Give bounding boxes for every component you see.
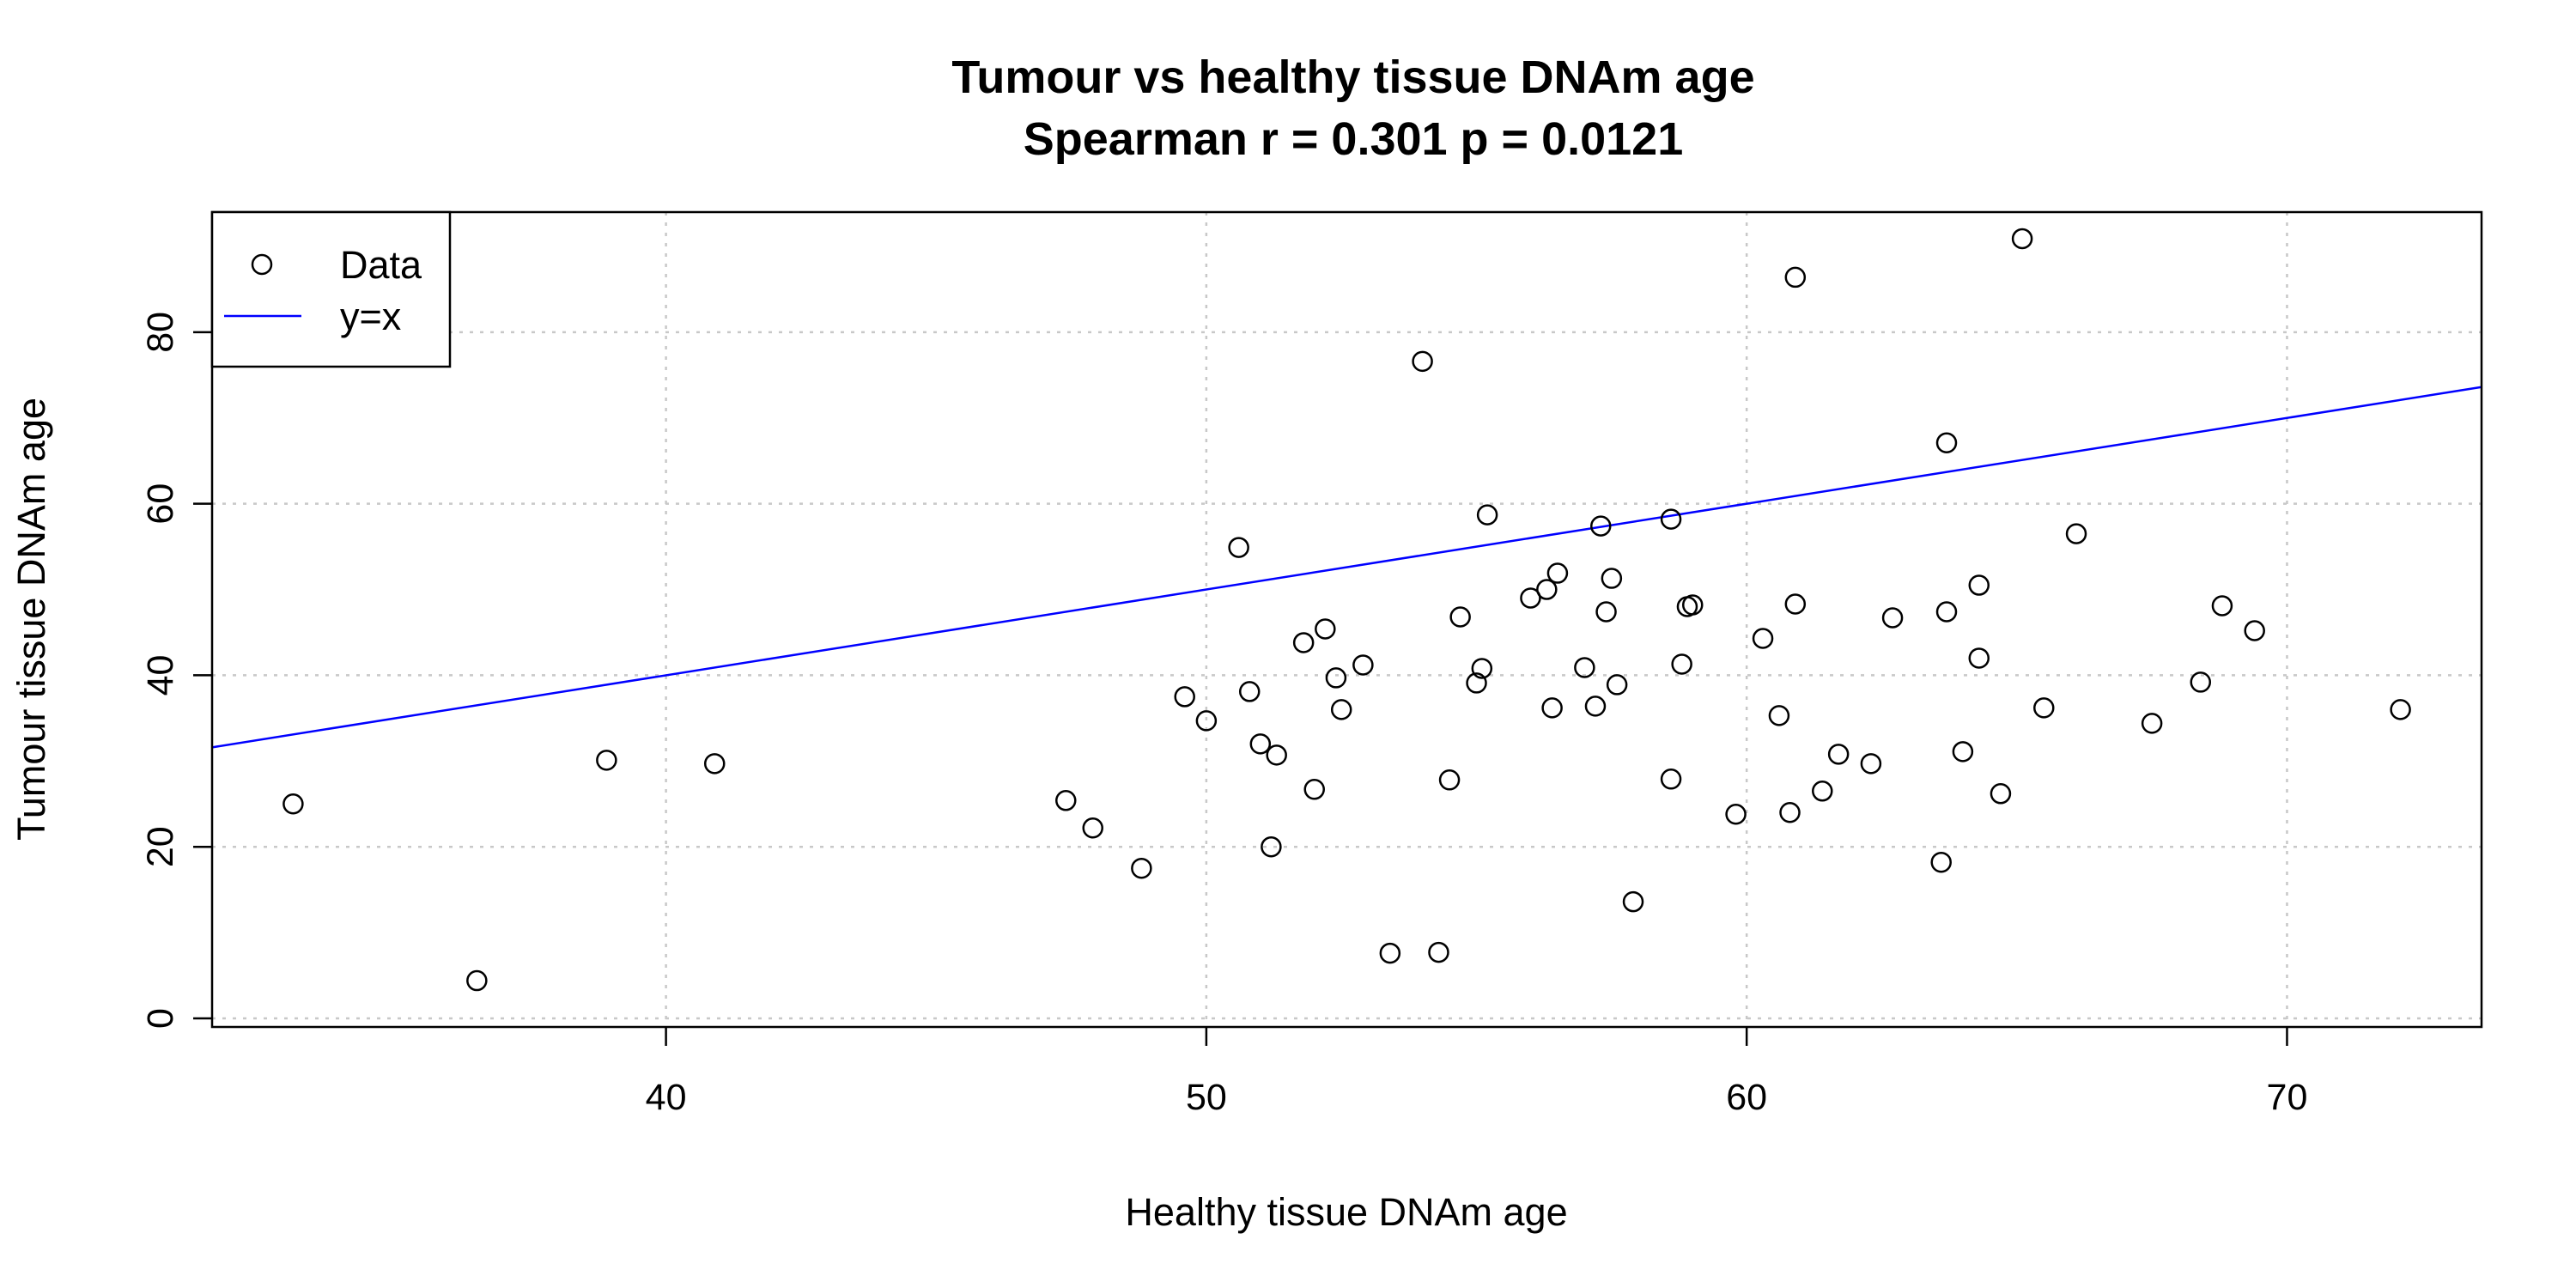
chart-subtitle: Spearman r = 0.301 p = 0.0121 [1024,113,1684,165]
legend: Data y=x [210,210,452,368]
data-point [1930,851,1952,873]
x-tick-label: 50 [1186,1077,1227,1118]
y-tick-label: 20 [140,826,181,867]
data-point [1536,579,1558,600]
data-point [1449,606,1471,628]
y-tick-label: 60 [140,483,181,525]
y-tick-label: 40 [140,655,181,696]
data-point [2244,620,2265,641]
data-point [2190,671,2212,693]
data-point [1546,562,1569,584]
legend-box [210,210,452,368]
data-point [1622,890,1644,913]
data-point [2065,523,2087,544]
data-point [1428,941,1449,963]
data-point [1238,681,1261,702]
data-point [1779,802,1801,823]
data-point [283,793,304,815]
data-point [1812,781,1833,802]
data-point [1574,657,1595,678]
y-axis-label: Tumour tissue DNAm age [9,398,53,841]
data-point [1174,686,1195,708]
legend-data-label: Data [340,243,422,287]
data-point [2011,228,2033,250]
data-point [1990,783,2012,805]
data-point [1325,667,1347,689]
y-tick-label: 0 [140,1008,181,1029]
data-point [1476,504,1498,526]
data-point [1261,835,1282,858]
data-point [1228,537,1249,558]
data-point [1725,804,1747,825]
data-point [1266,744,1287,766]
data-point [1768,705,1790,726]
data-point [1590,515,1612,537]
data-point [1195,710,1218,732]
data-points [283,228,2411,992]
data-point [1315,618,1336,640]
plot-frame [210,210,2483,1029]
data-point [1601,568,1623,589]
data-point [703,753,726,775]
data-point [1131,857,1152,879]
data-point [1055,790,1077,811]
data-point [1595,601,1617,623]
data-point [1784,266,1807,289]
y-axis-ticks: 0 20 40 60 80 [140,312,212,1029]
x-tick-label: 40 [646,1077,687,1118]
grid-lines [212,212,2482,1027]
data-point [1584,696,1607,717]
data-point [1952,741,1974,762]
y-tick-label: 80 [140,312,181,353]
data-point [1968,647,1990,669]
data-point [2211,595,2233,617]
legend-data-marker [251,253,273,276]
data-point [1412,350,1433,373]
data-point [2033,697,2055,719]
data-point [1860,753,1882,775]
data-point [1379,942,1401,964]
x-axis-label: Healthy tissue DNAm age [1125,1190,1567,1234]
data-point [1352,654,1374,676]
data-point [1438,769,1461,791]
data-point [1541,697,1563,719]
x-tick-label: 60 [1726,1077,1767,1118]
chart-title: Tumour vs healthy tissue DNAm age [951,52,1754,103]
data-point [1249,733,1272,755]
data-point [1660,508,1682,530]
data-point [466,969,488,992]
data-point [1784,593,1807,615]
data-point [1466,672,1487,694]
reference-line-layer [211,386,2482,749]
data-point [1082,817,1103,839]
data-point [1935,432,1958,453]
data-point [1935,601,1958,623]
x-axis-ticks: 40 50 60 70 [646,1027,2308,1118]
data-point [2390,699,2411,720]
data-point [2141,713,2163,734]
data-point [1292,632,1315,653]
legend-yx-label: y=x [340,295,402,338]
data-point [1520,587,1541,609]
data-point [1827,744,1850,765]
reference-line-y-equals-x [211,386,2482,749]
data-point [1881,607,1904,629]
data-point [1968,574,1990,596]
data-point [1681,594,1704,616]
data-point [1606,674,1628,696]
data-point [1752,628,1774,649]
data-point [1330,699,1352,720]
data-point [1471,658,1493,679]
data-point [1660,769,1682,790]
data-point [1671,653,1692,675]
data-point [596,750,617,771]
x-tick-label: 70 [2267,1077,2308,1118]
data-point [1303,779,1325,800]
